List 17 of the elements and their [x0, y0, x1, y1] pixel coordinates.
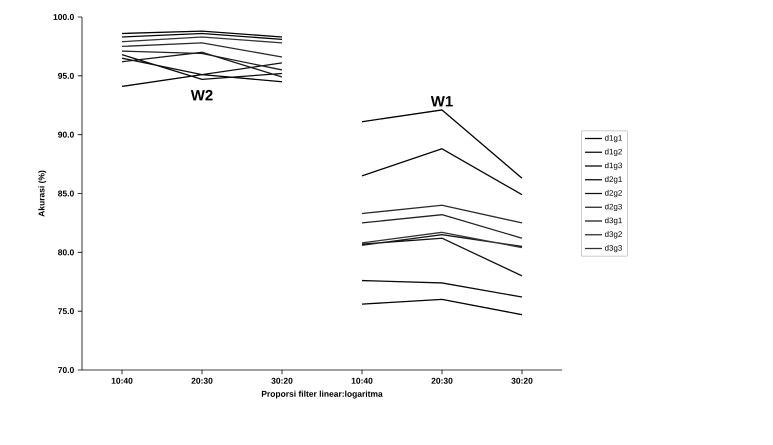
y-tick-label: 80.0 [58, 249, 74, 256]
y-tick-label: 75.0 [58, 308, 74, 314]
x-tick-label: 10:40 [112, 378, 132, 384]
y-tick-label: 90.0 [58, 132, 74, 138]
y-tick-label: 100.0 [54, 14, 74, 20]
annotation: W1 [430, 96, 453, 106]
x-tick-label: 20:30 [431, 378, 452, 384]
x-tick-label: 20:30 [191, 378, 212, 384]
x-tick-label: 30:20 [511, 378, 532, 384]
y-tick-label: 70.0 [58, 367, 74, 373]
x-tick-label: 30:20 [271, 378, 292, 384]
x-axis-title: Proporsi filter linear:logaritma [262, 390, 383, 399]
y-tick-label: 85.0 [58, 190, 74, 196]
annotation: W2 [190, 90, 213, 100]
x-tick-label: 10:40 [352, 378, 372, 384]
y-tick-label: 95.0 [58, 72, 74, 79]
y-axis-title: Akurasi (%) [38, 170, 46, 217]
